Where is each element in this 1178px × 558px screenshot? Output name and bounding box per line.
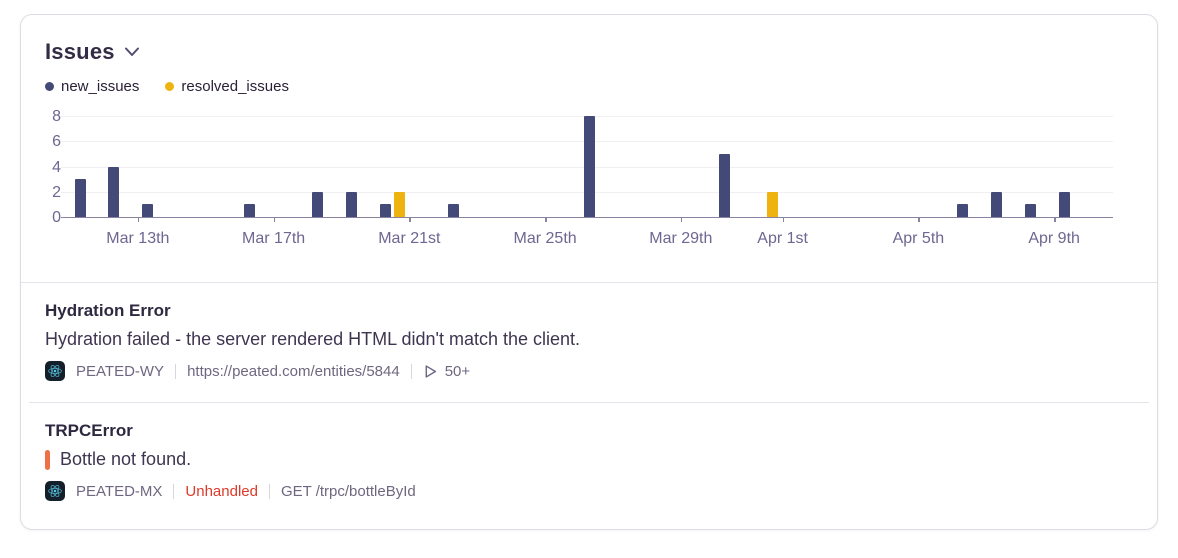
- x-axis-tick: [273, 217, 276, 222]
- replay-count: 50+: [423, 363, 470, 380]
- issues-list: Hydration Error Hydration failed - the s…: [21, 283, 1157, 522]
- x-axis-label: Mar 17th: [242, 230, 306, 247]
- meta-divider: [268, 483, 270, 499]
- unhandled-badge: Unhandled: [185, 482, 258, 500]
- react-platform-icon: [45, 361, 65, 381]
- issue-row: TRPCError Bottle not found. PE: [21, 403, 1157, 522]
- x-axis-label: Apr 1st: [757, 230, 808, 247]
- x-axis-label: Mar 21st: [378, 230, 441, 247]
- issue-title-link[interactable]: TRPCError: [45, 421, 133, 440]
- error-marker-bar: [45, 449, 50, 470]
- x-axis-tick: [680, 217, 683, 222]
- x-axis-tick: [782, 217, 785, 222]
- chart-legend: new_issues resolved_issues: [45, 78, 1133, 95]
- y-axis-label: 4: [52, 158, 61, 176]
- chevron-down-icon: [124, 45, 140, 63]
- new_issues-bar[interactable]: [379, 204, 391, 217]
- x-axis-label: Mar 29th: [649, 230, 713, 247]
- issue-title-link[interactable]: Hydration Error: [45, 301, 171, 320]
- x-axis-tick: [918, 217, 920, 222]
- new_issues-bar[interactable]: [1024, 204, 1036, 217]
- y-axis-label: 8: [52, 108, 61, 125]
- legend-item-new-issues[interactable]: new_issues: [45, 78, 139, 95]
- legend-label: new_issues: [61, 78, 140, 95]
- x-axis-label: Apr 9th: [1028, 230, 1080, 247]
- play-icon: [425, 364, 436, 378]
- x-axis-label: Mar 25th: [513, 230, 577, 247]
- react-platform-icon: [45, 481, 65, 501]
- meta-divider: [173, 483, 175, 499]
- new_issues-bar[interactable]: [244, 204, 256, 217]
- y-axis: 0 2 4 6 8: [45, 108, 61, 226]
- issue-message: Bottle not found.: [45, 449, 1133, 470]
- new_issues-bar[interactable]: [312, 191, 324, 217]
- x-axis-tick: [545, 217, 547, 222]
- x-axis-tick: [409, 217, 411, 222]
- legend-item-resolved-issues[interactable]: resolved_issues: [165, 78, 289, 95]
- issue-row: Hydration Error Hydration failed - the s…: [21, 283, 1157, 402]
- project-slug: PEATED-MX: [76, 482, 163, 500]
- new_issues-bar[interactable]: [583, 116, 595, 217]
- resolved-issues-dot-icon: [165, 82, 175, 91]
- new_issues-bar[interactable]: [345, 191, 357, 217]
- new_issues-bar[interactable]: [447, 204, 459, 217]
- chart-plot-area: Mar 13th Mar 17th Mar 21st Mar 25th Mar 29th…: [61, 116, 1113, 247]
- new_issues-bar[interactable]: [956, 204, 968, 217]
- issue-meta-row: PEATED-MX Unhandled GET /trpc/bottleById: [45, 481, 1133, 501]
- meta-divider: [175, 363, 177, 379]
- issue-divider: [29, 402, 1149, 403]
- x-axis-tick: [1054, 217, 1056, 222]
- new_issues-bar[interactable]: [142, 204, 154, 217]
- new_issues-bar[interactable]: [719, 153, 731, 217]
- meta-divider: [410, 363, 412, 379]
- x-axis-label: Mar 13th: [106, 230, 170, 247]
- issue-meta-row: PEATED-WY https://peated.com/entities/58…: [45, 361, 1133, 381]
- new_issues-bar[interactable]: [1058, 191, 1070, 217]
- issue-message: Hydration failed - the server rendered H…: [45, 329, 581, 349]
- x-axis-label: Apr 5th: [892, 230, 945, 247]
- widget-header: Issues new_issues resolved_issues: [21, 15, 1157, 95]
- x-axis-tick: [137, 217, 140, 222]
- resolved_issues-bar[interactable]: [767, 191, 779, 217]
- legend-label: resolved_issues: [181, 78, 289, 95]
- section-divider: [21, 282, 1157, 283]
- issue-url: https://peated.com/entities/5844: [187, 362, 400, 380]
- new_issues-bar[interactable]: [74, 179, 86, 217]
- y-axis-label: 0: [52, 209, 61, 226]
- widget-title: Issues: [45, 39, 115, 64]
- project-slug: PEATED-WY: [76, 362, 165, 380]
- new_issues-bar[interactable]: [108, 166, 120, 217]
- resolved_issues-bar[interactable]: [393, 191, 405, 217]
- new-issues-dot-icon: [45, 82, 54, 91]
- issues-dropdown[interactable]: Issues: [45, 39, 140, 65]
- issue-culprit: GET /trpc/bottleById: [280, 482, 416, 500]
- new_issues-bar[interactable]: [990, 191, 1002, 217]
- y-axis-label: 6: [52, 133, 61, 151]
- y-axis-label: 2: [52, 183, 61, 201]
